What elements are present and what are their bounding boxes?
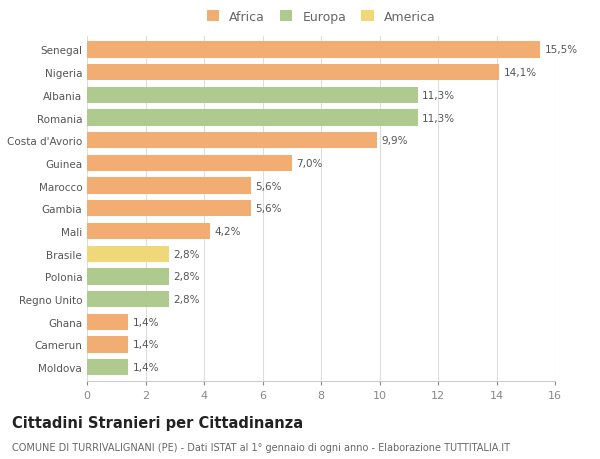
Text: 1,4%: 1,4% bbox=[133, 340, 159, 350]
Bar bbox=[87, 178, 251, 194]
Bar bbox=[87, 88, 418, 104]
Bar bbox=[87, 133, 377, 149]
Text: 2,8%: 2,8% bbox=[173, 272, 200, 282]
Bar bbox=[87, 291, 169, 308]
Bar bbox=[87, 359, 128, 375]
Text: 11,3%: 11,3% bbox=[422, 113, 455, 123]
Text: 9,9%: 9,9% bbox=[381, 136, 407, 146]
Text: 5,6%: 5,6% bbox=[255, 204, 281, 214]
Text: Cittadini Stranieri per Cittadinanza: Cittadini Stranieri per Cittadinanza bbox=[12, 415, 303, 431]
Bar bbox=[87, 110, 418, 126]
Text: COMUNE DI TURRIVALIGNANI (PE) - Dati ISTAT al 1° gennaio di ogni anno - Elaboraz: COMUNE DI TURRIVALIGNANI (PE) - Dati IST… bbox=[12, 442, 510, 452]
Bar bbox=[87, 42, 541, 58]
Text: 2,8%: 2,8% bbox=[173, 294, 200, 304]
Text: 14,1%: 14,1% bbox=[504, 68, 537, 78]
Text: 4,2%: 4,2% bbox=[214, 226, 241, 236]
Bar bbox=[87, 65, 499, 81]
Bar bbox=[87, 201, 251, 217]
Text: 5,6%: 5,6% bbox=[255, 181, 281, 191]
Legend: Africa, Europa, America: Africa, Europa, America bbox=[206, 11, 436, 23]
Text: 2,8%: 2,8% bbox=[173, 249, 200, 259]
Text: 1,4%: 1,4% bbox=[133, 363, 159, 372]
Text: 15,5%: 15,5% bbox=[545, 45, 578, 55]
Bar bbox=[87, 336, 128, 353]
Text: 7,0%: 7,0% bbox=[296, 158, 323, 168]
Text: 11,3%: 11,3% bbox=[422, 90, 455, 101]
Bar bbox=[87, 156, 292, 172]
Bar bbox=[87, 269, 169, 285]
Text: 1,4%: 1,4% bbox=[133, 317, 159, 327]
Bar bbox=[87, 246, 169, 262]
Bar bbox=[87, 314, 128, 330]
Bar bbox=[87, 224, 210, 240]
